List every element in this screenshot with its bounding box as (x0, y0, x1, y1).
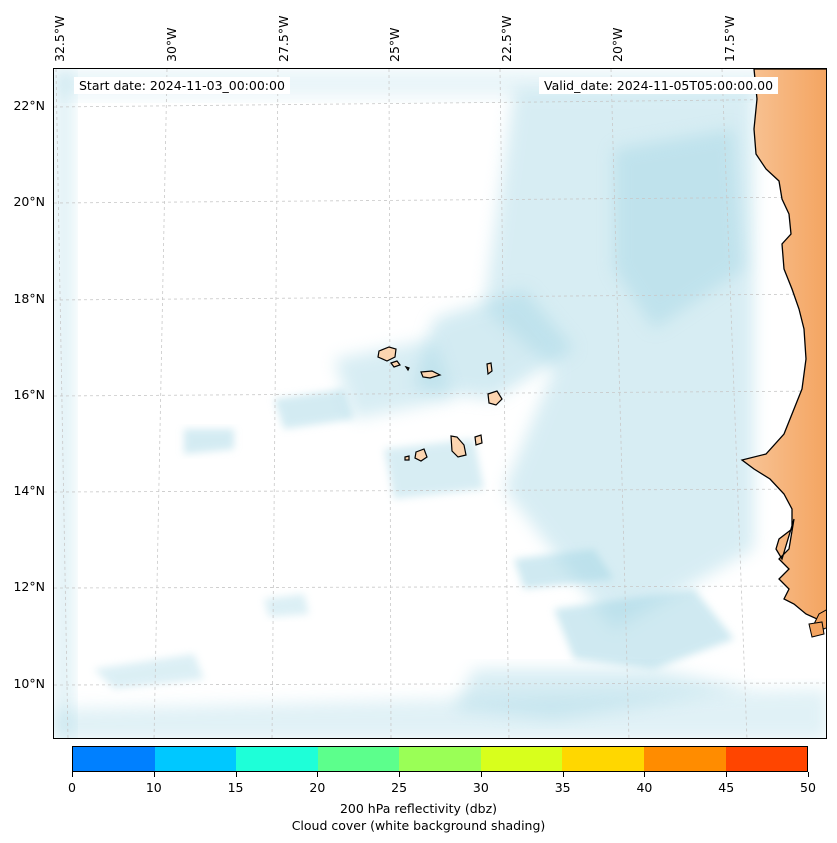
map-canvas (54, 69, 826, 738)
lat-label-14n: 14°N (13, 483, 45, 498)
island-brava (404, 455, 410, 461)
graticule (54, 69, 826, 738)
colorbar-segment-5 (480, 747, 563, 771)
colorbar-tick-mark (153, 772, 155, 777)
valid-date-annotation: Valid_date: 2024-11-05T05:00:00.00 (539, 77, 779, 94)
colorbar-tick-mark (399, 772, 401, 777)
colorbar-segment-1 (154, 747, 237, 771)
colorbar-tick-label: 25 (391, 780, 408, 795)
colorbar-segment-2 (236, 747, 318, 771)
map-panel[interactable]: Start date: 2024-11-03_00:00:00 Valid_da… (53, 68, 827, 739)
lon-label-20w: 20°W (610, 27, 625, 62)
colorbar-tick-mark (72, 772, 73, 777)
island-santo-antao (377, 346, 397, 362)
cape-verde-islands (377, 346, 503, 462)
colorbar-tick-label: 35 (554, 780, 571, 795)
colorbar-tick-label: 0 (68, 780, 76, 795)
colorbar-tick-label: 10 (145, 780, 162, 795)
colorbar-tick-label: 45 (718, 780, 735, 795)
colorbar-tick-mark (644, 772, 646, 777)
colorbar-tick-label: 50 (800, 780, 816, 795)
colorbar-segment-0 (73, 747, 155, 771)
island-fogo (414, 448, 428, 462)
colorbar-label: 200 hPa reflectivity (dbz) (339, 801, 498, 816)
island-boa-vista (487, 390, 503, 406)
lat-label-12n: 12°N (13, 579, 45, 594)
africa-landmass (740, 69, 826, 638)
colorbar-tick-mark (726, 772, 728, 777)
colorbar-tick-mark (317, 772, 319, 777)
lon-label-27-5w: 27.5°W (276, 15, 291, 62)
colorbar-tick-mark (480, 772, 482, 777)
island-sal (486, 362, 493, 376)
lat-label-20n: 20°N (13, 194, 45, 209)
island-sao-vicente (390, 360, 401, 368)
island-maio (474, 434, 483, 446)
colorbar-tick-label: 15 (227, 780, 244, 795)
colorbar-tick-mark (562, 772, 564, 777)
cloud-shading (54, 69, 826, 738)
lon-label-22-5w: 22.5°W (499, 15, 514, 62)
colorbar-sublabel: Cloud cover (white background shading) (291, 818, 546, 833)
colorbar-segment-8 (725, 747, 808, 771)
lon-label-30w: 30°W (164, 27, 179, 62)
lon-label-17-5w: 17.5°W (722, 15, 737, 62)
colorbar-segment-4 (399, 747, 481, 771)
island-santiago (450, 435, 467, 458)
colorbar-tick-mark (808, 772, 809, 777)
colorbar-segment-6 (562, 747, 644, 771)
lon-label-25w: 25°W (387, 27, 402, 62)
island-sao-nicolau (420, 370, 442, 379)
lat-label-18n: 18°N (13, 291, 45, 306)
colorbar-segment-3 (317, 747, 400, 771)
island-santa-luzia (404, 365, 410, 372)
lon-label-32-5w: 32.5°W (52, 15, 67, 62)
reflectivity-colorbar (72, 746, 808, 772)
colorbar-tick-label: 30 (472, 780, 489, 795)
lat-label-22n: 22°N (13, 98, 45, 113)
colorbar-segment-7 (643, 747, 726, 771)
colorbar-tick-mark (235, 772, 237, 777)
colorbar-tick-label: 40 (636, 780, 653, 795)
lat-label-10n: 10°N (13, 676, 45, 691)
lat-label-16n: 16°N (13, 387, 45, 402)
colorbar-tick-label: 20 (309, 780, 326, 795)
start-date-annotation: Start date: 2024-11-03_00:00:00 (74, 77, 290, 94)
